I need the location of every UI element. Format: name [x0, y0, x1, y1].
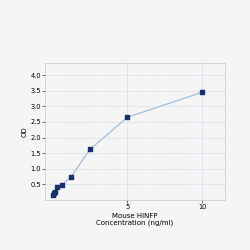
Y-axis label: OD: OD — [22, 126, 28, 136]
Point — [50, 193, 54, 197]
Point — [60, 183, 64, 187]
X-axis label: Mouse HINFP
Concentration (ng/ml): Mouse HINFP Concentration (ng/ml) — [96, 213, 174, 226]
Point — [126, 115, 130, 119]
Point — [55, 185, 59, 189]
Point — [200, 90, 204, 94]
Point — [52, 192, 56, 196]
Point — [69, 174, 73, 178]
Point — [88, 147, 92, 151]
Point — [53, 190, 57, 194]
